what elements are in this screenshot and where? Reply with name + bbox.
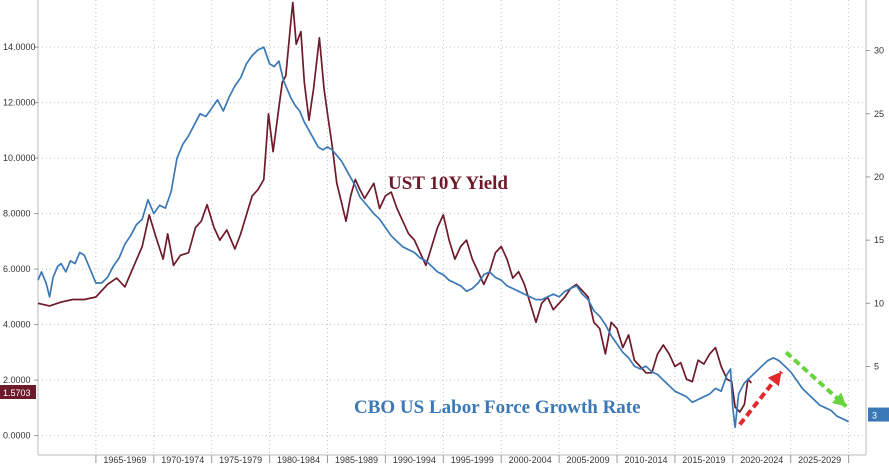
left-tick-label: 14.0000 — [3, 42, 36, 52]
left-tick-label: 4.0000 — [3, 320, 31, 330]
left-tick-label: 2.0000 — [3, 375, 31, 385]
x-tick-label: 2015-2019 — [682, 455, 725, 465]
last-value-label-left: 1.5703 — [3, 388, 31, 398]
arrow-falling-line — [784, 350, 848, 408]
left-tick-label: 6.0000 — [3, 264, 31, 274]
x-tick-label: 1975-1979 — [219, 455, 262, 465]
x-tick-label: 1995-1999 — [451, 455, 494, 465]
series-label-cbo-labor-force-growth: CBO US Labor Force Growth Rate — [354, 397, 641, 418]
series-line-cbo-us-labor-force-growth-rate — [37, 46, 849, 429]
arrow-rising-head — [767, 371, 782, 387]
x-tick-label: 1985-1989 — [335, 455, 378, 465]
left-tick-label: 0.0000 — [3, 431, 31, 441]
x-tick-label: 1965-1969 — [103, 455, 146, 465]
x-tick-label: 2000-2004 — [509, 455, 552, 465]
last-value-label-right: 3 — [872, 411, 877, 421]
right-tick-label: 15 — [874, 235, 884, 245]
last-value-badge-right — [868, 407, 889, 422]
right-tick-label: 10 — [874, 298, 884, 308]
series-line-ust-10y-yield — [37, 1, 753, 413]
x-tick-label: 1980-1984 — [277, 455, 320, 465]
x-tick-label: 2005-2009 — [567, 455, 610, 465]
series-label-ust-10y-yield: UST 10Y Yield — [388, 173, 508, 194]
arrow-falling-head — [831, 392, 847, 407]
right-tick-label: 30 — [874, 46, 884, 56]
label-layer: 1965-1969 1970-1974 1975-1979 1980-1984 1985… — [0, 42, 889, 465]
left-tick-label: 8.0000 — [3, 209, 31, 219]
left-tick-label: 10.0000 — [3, 153, 36, 163]
x-tick-label: 2010-2014 — [624, 455, 667, 465]
last-value-badge-left — [0, 385, 36, 400]
series-layer — [37, 1, 849, 429]
left-tick-label: 12.0000 — [3, 98, 36, 108]
right-tick-label: 25 — [874, 109, 884, 119]
axis-layer — [34, 0, 870, 463]
right-tick-label: 5 — [874, 362, 879, 372]
x-tick-label: 1970-1974 — [161, 455, 204, 465]
annotation-layer — [738, 350, 848, 426]
right-tick-label: 20 — [874, 172, 884, 182]
x-tick-label: 2025-2029 — [798, 455, 841, 465]
x-tick-label: 1990-1994 — [393, 455, 436, 465]
x-tick-label: 2020-2024 — [740, 455, 783, 465]
